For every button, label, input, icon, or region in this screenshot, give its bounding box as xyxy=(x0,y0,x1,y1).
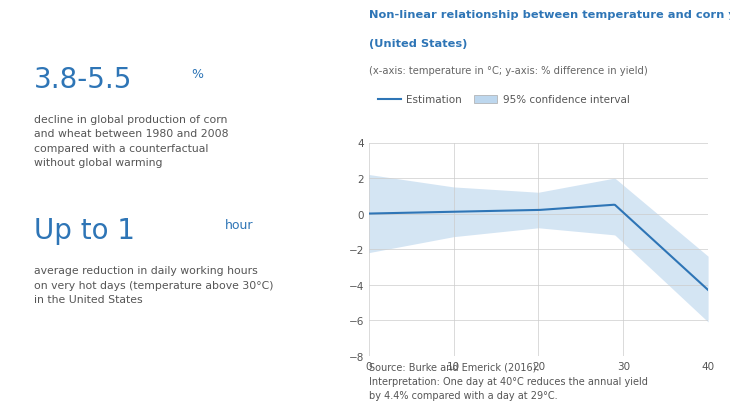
Text: (x-axis: temperature in °C; y-axis: % difference in yield): (x-axis: temperature in °C; y-axis: % di… xyxy=(369,65,648,75)
Text: Up to 1: Up to 1 xyxy=(34,217,134,245)
Legend: Estimation, 95% confidence interval: Estimation, 95% confidence interval xyxy=(374,91,634,109)
Text: %: % xyxy=(191,67,204,81)
Text: average reduction in daily working hours
on very hot days (temperature above 30°: average reduction in daily working hours… xyxy=(34,266,273,305)
Text: hour: hour xyxy=(225,219,253,232)
Text: 3.8-5.5: 3.8-5.5 xyxy=(34,65,132,93)
Text: decline in global production of corn
and wheat between 1980 and 2008
compared wi: decline in global production of corn and… xyxy=(34,115,228,168)
Text: Non-linear relationship between temperature and corn yields: Non-linear relationship between temperat… xyxy=(369,10,730,20)
Text: Source: Burke and Emerick (2016).
Interpretation: One day at 40°C reduces the an: Source: Burke and Emerick (2016). Interp… xyxy=(369,362,648,400)
Text: (United States): (United States) xyxy=(369,39,467,49)
